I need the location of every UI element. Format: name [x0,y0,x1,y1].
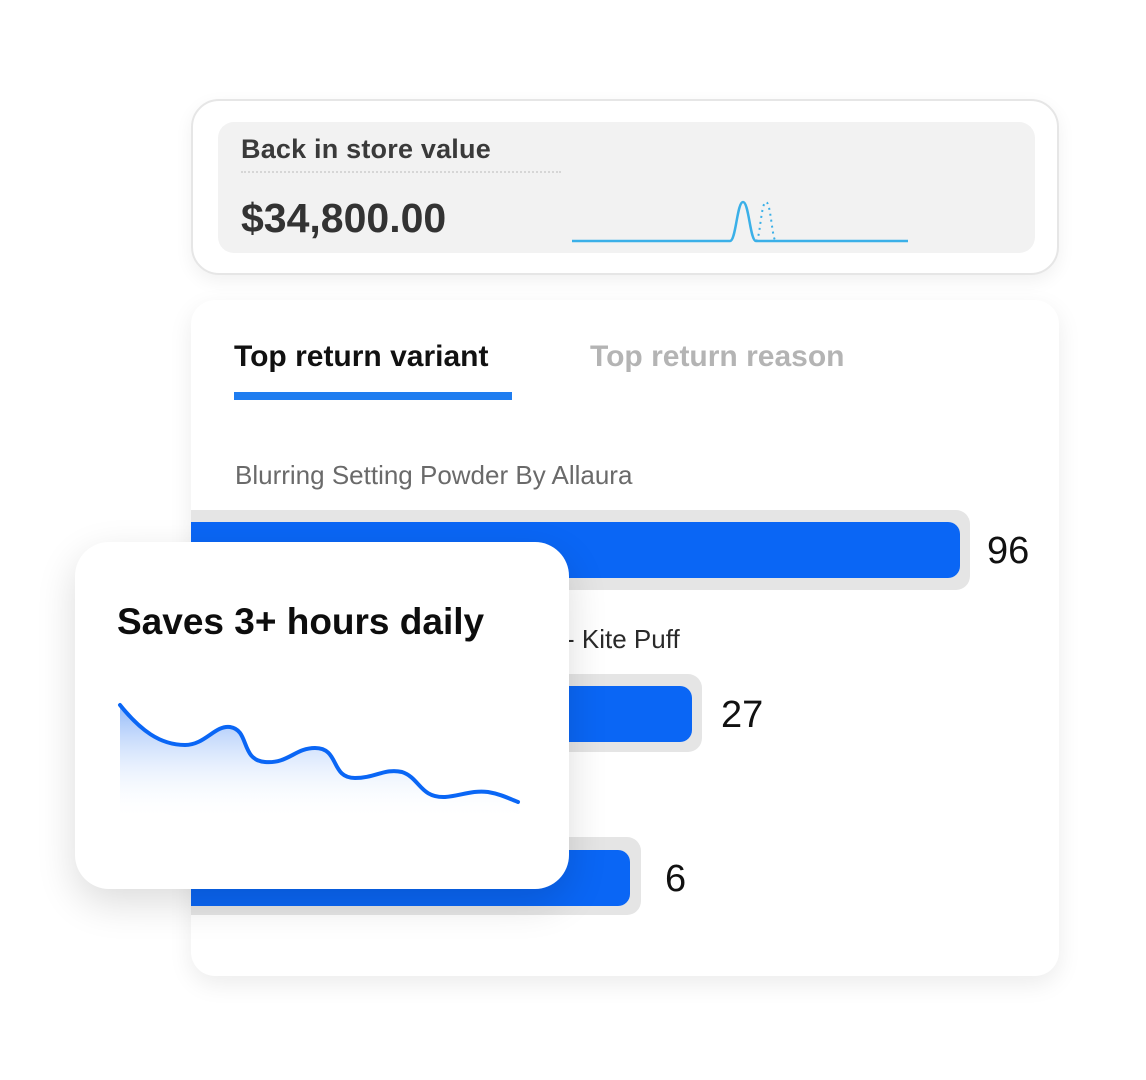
metric-value: $34,800.00 [241,195,447,241]
bar-value: 27 [721,694,764,736]
metric-title-underline [241,171,561,173]
tab-top-return-variant[interactable]: Top return variant [234,340,489,373]
back-in-store-panel [218,122,1035,253]
active-tab-indicator [234,392,512,400]
sparkline-line [572,200,908,243]
sparkline-forecast [755,200,777,242]
tab-top-return-reason[interactable]: Top return reason [590,340,845,373]
trend-area [120,705,518,820]
time-savings-trend-chart [118,703,520,820]
bar-value: 96 [987,530,1030,572]
bar-value: 6 [665,858,687,900]
metric-title: Back in store value [241,134,491,164]
time-savings-card [75,542,569,889]
item-label: - Kite Puff [566,624,680,654]
time-savings-title: Saves 3+ hours daily [117,601,485,642]
metric-sparkline [572,200,908,243]
trend-line [118,703,520,804]
item-label: Blurring Setting Powder By Allaura [235,460,633,490]
